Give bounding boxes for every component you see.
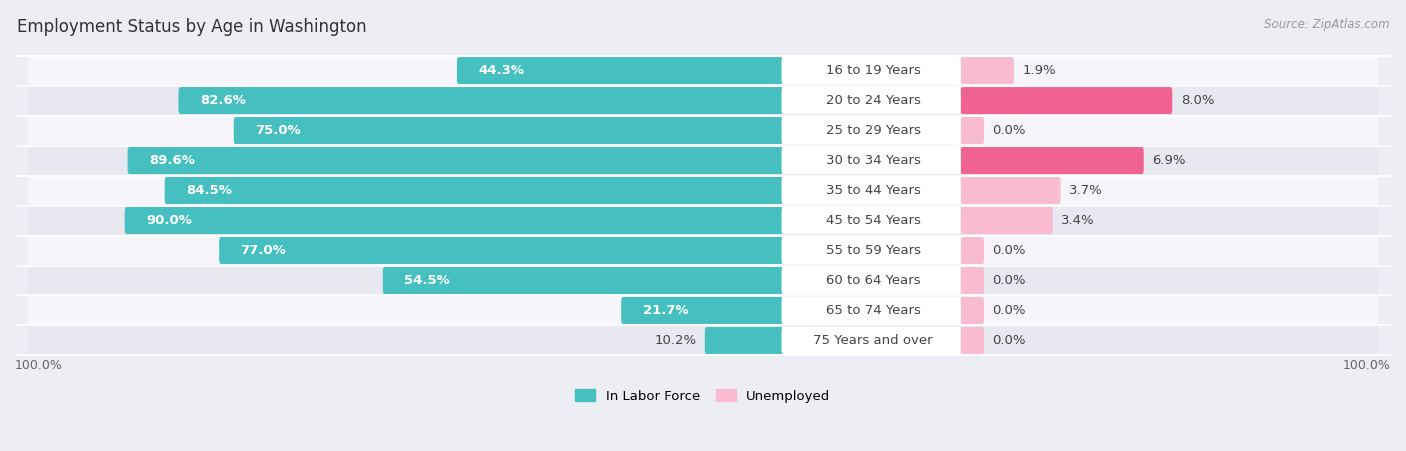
FancyBboxPatch shape <box>960 117 984 144</box>
Text: 90.0%: 90.0% <box>146 214 193 227</box>
Text: 21.7%: 21.7% <box>643 304 688 317</box>
FancyBboxPatch shape <box>621 297 783 324</box>
Text: 77.0%: 77.0% <box>240 244 287 257</box>
FancyBboxPatch shape <box>782 207 960 234</box>
FancyBboxPatch shape <box>219 237 783 264</box>
FancyBboxPatch shape <box>960 57 1014 84</box>
Text: 89.6%: 89.6% <box>149 154 195 167</box>
Text: Source: ZipAtlas.com: Source: ZipAtlas.com <box>1264 18 1389 31</box>
FancyBboxPatch shape <box>28 325 1378 356</box>
FancyBboxPatch shape <box>233 117 783 144</box>
Text: 75 Years and over: 75 Years and over <box>813 334 932 347</box>
Text: 0.0%: 0.0% <box>993 124 1026 137</box>
Text: 35 to 44 Years: 35 to 44 Years <box>825 184 921 197</box>
FancyBboxPatch shape <box>782 87 960 114</box>
Legend: In Labor Force, Unemployed: In Labor Force, Unemployed <box>575 389 831 403</box>
FancyBboxPatch shape <box>179 87 783 114</box>
FancyBboxPatch shape <box>960 147 1143 174</box>
Text: 100.0%: 100.0% <box>1343 359 1391 372</box>
Text: 8.0%: 8.0% <box>1181 94 1215 107</box>
Text: 20 to 24 Years: 20 to 24 Years <box>825 94 921 107</box>
FancyBboxPatch shape <box>28 145 1378 176</box>
FancyBboxPatch shape <box>28 235 1378 266</box>
Text: Employment Status by Age in Washington: Employment Status by Age in Washington <box>17 18 367 36</box>
Text: 65 to 74 Years: 65 to 74 Years <box>825 304 921 317</box>
Text: 10.2%: 10.2% <box>654 334 696 347</box>
FancyBboxPatch shape <box>960 297 984 324</box>
FancyBboxPatch shape <box>28 55 1378 86</box>
FancyBboxPatch shape <box>960 87 1173 114</box>
FancyBboxPatch shape <box>782 237 960 264</box>
FancyBboxPatch shape <box>782 327 960 354</box>
Text: 25 to 29 Years: 25 to 29 Years <box>825 124 921 137</box>
Text: 3.7%: 3.7% <box>1069 184 1102 197</box>
Text: 0.0%: 0.0% <box>993 304 1026 317</box>
Text: 44.3%: 44.3% <box>478 64 524 77</box>
FancyBboxPatch shape <box>782 267 960 294</box>
FancyBboxPatch shape <box>782 177 960 204</box>
FancyBboxPatch shape <box>457 57 783 84</box>
FancyBboxPatch shape <box>28 175 1378 206</box>
Text: 6.9%: 6.9% <box>1152 154 1185 167</box>
Text: 60 to 64 Years: 60 to 64 Years <box>825 274 921 287</box>
Text: 84.5%: 84.5% <box>186 184 232 197</box>
Text: 75.0%: 75.0% <box>254 124 301 137</box>
FancyBboxPatch shape <box>782 57 960 84</box>
FancyBboxPatch shape <box>704 327 783 354</box>
FancyBboxPatch shape <box>782 147 960 174</box>
Text: 100.0%: 100.0% <box>15 359 63 372</box>
FancyBboxPatch shape <box>28 295 1378 326</box>
FancyBboxPatch shape <box>782 117 960 144</box>
Text: 82.6%: 82.6% <box>200 94 246 107</box>
FancyBboxPatch shape <box>960 267 984 294</box>
Text: 1.9%: 1.9% <box>1022 64 1056 77</box>
Text: 0.0%: 0.0% <box>993 244 1026 257</box>
Text: 55 to 59 Years: 55 to 59 Years <box>825 244 921 257</box>
FancyBboxPatch shape <box>960 327 984 354</box>
Text: 0.0%: 0.0% <box>993 274 1026 287</box>
FancyBboxPatch shape <box>125 207 783 234</box>
Text: 0.0%: 0.0% <box>993 334 1026 347</box>
Text: 16 to 19 Years: 16 to 19 Years <box>825 64 921 77</box>
Text: 54.5%: 54.5% <box>404 274 450 287</box>
Text: 3.4%: 3.4% <box>1062 214 1095 227</box>
FancyBboxPatch shape <box>960 177 1060 204</box>
Text: 45 to 54 Years: 45 to 54 Years <box>825 214 921 227</box>
FancyBboxPatch shape <box>165 177 783 204</box>
FancyBboxPatch shape <box>128 147 783 174</box>
FancyBboxPatch shape <box>782 297 960 324</box>
FancyBboxPatch shape <box>28 115 1378 146</box>
FancyBboxPatch shape <box>960 237 984 264</box>
FancyBboxPatch shape <box>28 265 1378 296</box>
FancyBboxPatch shape <box>28 205 1378 236</box>
Text: 30 to 34 Years: 30 to 34 Years <box>825 154 921 167</box>
FancyBboxPatch shape <box>382 267 783 294</box>
FancyBboxPatch shape <box>960 207 1053 234</box>
FancyBboxPatch shape <box>28 85 1378 116</box>
